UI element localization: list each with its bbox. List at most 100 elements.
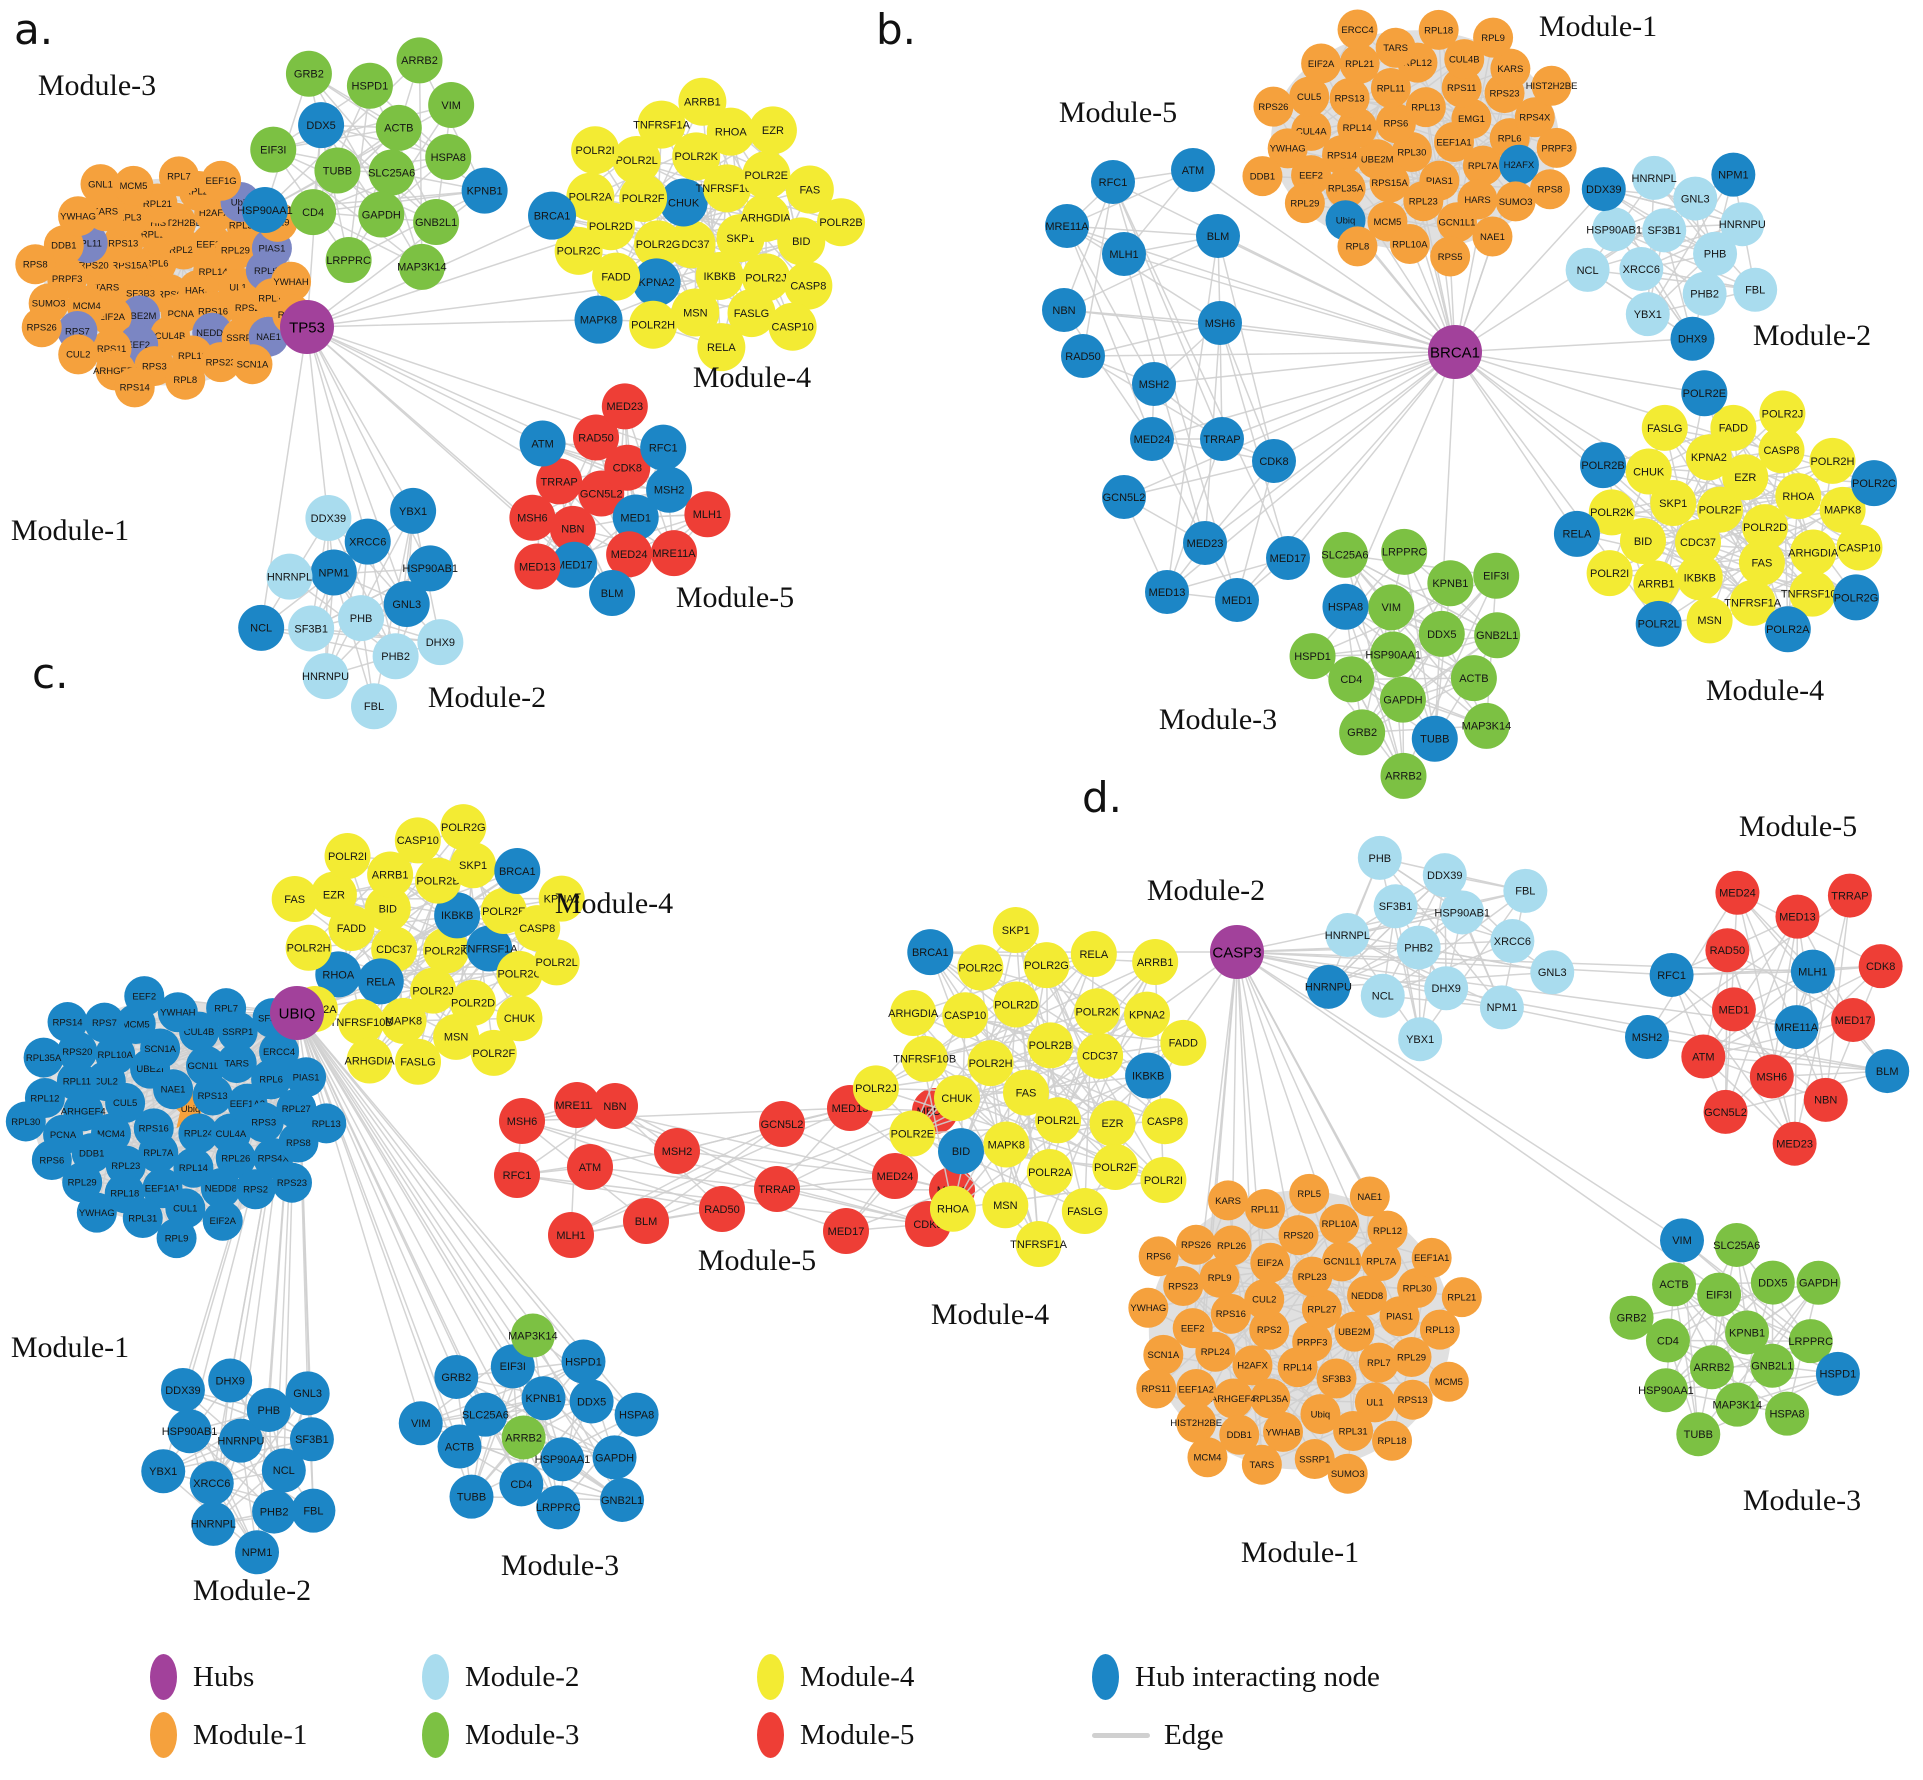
node-MED13[interactable] bbox=[1775, 895, 1819, 939]
node-CD4[interactable] bbox=[1328, 656, 1374, 702]
node-DDX39[interactable] bbox=[305, 495, 351, 541]
node-ERCC4[interactable] bbox=[1338, 10, 1378, 50]
node-YWHAG[interactable] bbox=[77, 1193, 117, 1233]
node-ARHGDIA[interactable] bbox=[890, 990, 936, 1036]
node-EIF2A[interactable] bbox=[203, 1201, 243, 1241]
node-RPL31[interactable] bbox=[1333, 1411, 1373, 1451]
node-GNL1[interactable] bbox=[81, 164, 121, 204]
node-RELA[interactable] bbox=[358, 958, 404, 1004]
node-MED24[interactable] bbox=[872, 1153, 918, 1199]
node-POLR2B[interactable] bbox=[1580, 442, 1626, 488]
node-POLR2H[interactable] bbox=[968, 1040, 1014, 1086]
node-TNFRSF1A[interactable] bbox=[1016, 1221, 1062, 1267]
node-MED23[interactable] bbox=[1183, 521, 1227, 565]
node-MED17[interactable] bbox=[823, 1208, 869, 1254]
node-EZR[interactable] bbox=[749, 106, 797, 154]
node-MSH6[interactable] bbox=[1750, 1054, 1794, 1098]
node-CDC37[interactable] bbox=[1077, 1033, 1123, 1079]
node-HIST2H2BE[interactable] bbox=[1176, 1403, 1216, 1443]
node-CD4[interactable] bbox=[499, 1462, 543, 1506]
node-EZR[interactable] bbox=[1090, 1100, 1136, 1146]
node-POLR2H[interactable] bbox=[629, 301, 677, 349]
node-RPL23[interactable] bbox=[1403, 181, 1443, 221]
node-MSH6[interactable] bbox=[499, 1098, 545, 1144]
node-RPL18[interactable] bbox=[1419, 10, 1459, 50]
node-VIM[interactable] bbox=[428, 82, 474, 128]
node-XRCC6[interactable] bbox=[1490, 919, 1534, 963]
node-ARRB2[interactable] bbox=[1690, 1345, 1734, 1389]
node-MED23[interactable] bbox=[1773, 1122, 1817, 1166]
node-VIM[interactable] bbox=[1660, 1218, 1704, 1262]
node-RFC1[interactable] bbox=[494, 1152, 540, 1198]
node-MSH2[interactable] bbox=[1625, 1015, 1669, 1059]
node-GCN1L1[interactable] bbox=[1437, 202, 1477, 242]
node-NPM1[interactable] bbox=[311, 549, 357, 595]
node-SF3B1[interactable] bbox=[288, 605, 334, 651]
node-DDX39[interactable] bbox=[161, 1368, 205, 1412]
node-GRB2[interactable] bbox=[434, 1355, 478, 1399]
node-MED17[interactable] bbox=[1266, 536, 1310, 580]
node-RPL7[interactable] bbox=[206, 988, 246, 1028]
node-SF3B1[interactable] bbox=[1374, 884, 1418, 928]
node-NCL[interactable] bbox=[1566, 248, 1610, 292]
node-NCL[interactable] bbox=[238, 605, 284, 651]
node-RPL21[interactable] bbox=[1340, 44, 1380, 84]
node-HSPA8[interactable] bbox=[1323, 584, 1369, 630]
node-POLR2G[interactable] bbox=[440, 804, 486, 850]
node-HNRNPU[interactable] bbox=[1720, 202, 1764, 246]
node-ARHGDIA[interactable] bbox=[347, 1038, 393, 1084]
node-ARRB1[interactable] bbox=[678, 78, 726, 126]
node-GCN5L2[interactable] bbox=[759, 1101, 805, 1147]
node-POLR2J[interactable] bbox=[1759, 391, 1805, 437]
node-POLR2I[interactable] bbox=[325, 833, 371, 879]
node-POLR2A[interactable] bbox=[1765, 606, 1811, 652]
node-DDX39[interactable] bbox=[1423, 853, 1467, 897]
node-TARS[interactable] bbox=[1376, 28, 1416, 68]
node-CASP8[interactable] bbox=[1142, 1098, 1188, 1144]
node-IKBKB[interactable] bbox=[1125, 1053, 1171, 1099]
node-POLR2C[interactable] bbox=[957, 944, 1003, 990]
node-ARRB2[interactable] bbox=[1381, 753, 1427, 799]
node-POLR2F[interactable] bbox=[471, 1030, 517, 1076]
node-CHUK[interactable] bbox=[934, 1075, 980, 1121]
node-RPS6[interactable] bbox=[32, 1140, 72, 1180]
node-GRB2[interactable] bbox=[1610, 1296, 1654, 1340]
node-POLR2L[interactable] bbox=[1035, 1097, 1081, 1143]
node-SUMO3[interactable] bbox=[1496, 181, 1536, 221]
node-HSPD1[interactable] bbox=[561, 1340, 605, 1384]
node-RPS13[interactable] bbox=[1330, 78, 1370, 118]
node-SLC25A6[interactable] bbox=[369, 149, 415, 195]
node-MED23[interactable] bbox=[602, 383, 648, 429]
node-RAD50[interactable] bbox=[1061, 334, 1105, 378]
node-HIST2H2BE[interactable] bbox=[1532, 66, 1572, 106]
node-RPS8[interactable] bbox=[1530, 169, 1570, 209]
node-HSPA8[interactable] bbox=[1765, 1392, 1809, 1436]
node-BLM[interactable] bbox=[1196, 214, 1240, 258]
node-HNRNPU[interactable] bbox=[303, 653, 349, 699]
node-TRRAP[interactable] bbox=[1200, 417, 1244, 461]
node-XRCC6[interactable] bbox=[1619, 247, 1663, 291]
node-YBX1[interactable] bbox=[1398, 1017, 1442, 1061]
node-TUBB[interactable] bbox=[1676, 1412, 1720, 1456]
node-KPNB1[interactable] bbox=[522, 1376, 566, 1420]
node-POLR2L[interactable] bbox=[1636, 601, 1682, 647]
node-RPL30[interactable] bbox=[6, 1101, 46, 1141]
node-PHB[interactable] bbox=[1358, 836, 1402, 880]
node-SKP1[interactable] bbox=[993, 907, 1039, 953]
node-HSP90AB1[interactable] bbox=[407, 545, 453, 591]
node-GAPDH[interactable] bbox=[358, 191, 404, 237]
node-FBL[interactable] bbox=[351, 683, 397, 729]
node-GNB2L1[interactable] bbox=[413, 199, 459, 245]
node-TUBB[interactable] bbox=[1412, 716, 1458, 762]
node-FADD[interactable] bbox=[1160, 1020, 1206, 1066]
node-POLR2G[interactable] bbox=[1024, 942, 1070, 988]
node-YBX1[interactable] bbox=[141, 1449, 185, 1493]
node-NPM1[interactable] bbox=[235, 1530, 279, 1574]
node-RAD50[interactable] bbox=[1705, 928, 1749, 972]
node-GNL3[interactable] bbox=[1673, 177, 1717, 221]
node-DHX9[interactable] bbox=[208, 1359, 252, 1403]
node-RPL11[interactable] bbox=[1245, 1189, 1285, 1229]
node-DDX5[interactable] bbox=[298, 102, 344, 148]
node-POLR2I[interactable] bbox=[1140, 1157, 1186, 1203]
node-CHUK[interactable] bbox=[660, 178, 708, 226]
